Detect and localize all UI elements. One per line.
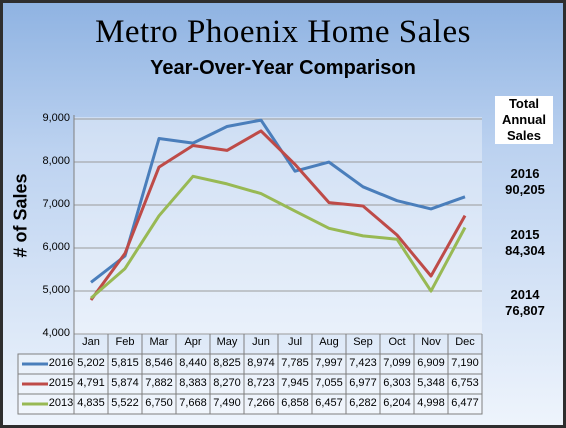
table-cell: 5,522 [111,397,139,409]
table-cell: 6,303 [383,377,411,389]
table-cell: 7,668 [179,397,207,409]
table-cell: 6,477 [451,397,479,409]
table-cell: 5,874 [111,377,139,389]
table-cell: 8,270 [213,377,241,389]
x-tick-label: Jul [287,336,303,348]
table-cell: 6,909 [417,357,445,369]
table-cell: 5,202 [77,357,105,369]
chart-subtitle: Year-Over-Year Comparison [150,57,416,79]
table-cell: 7,190 [451,357,479,369]
table-cell: 7,490 [213,397,241,409]
table-cell: 7,423 [349,357,377,369]
table-cell: 8,723 [247,377,275,389]
table-cell: 8,383 [179,377,207,389]
y-tick-label: 5,000 [42,284,70,296]
series-line-2013 [90,174,467,300]
table-cell: 6,977 [349,377,377,389]
table-cell: 8,440 [179,357,207,369]
table-cell: 8,546 [145,357,173,369]
table-cell: 7,785 [281,357,309,369]
table-cell: 8,974 [247,357,275,369]
x-tick-label: May [216,336,238,348]
table-cell: 5,348 [417,377,445,389]
legend-label-2013: 2013 [48,397,74,409]
x-tick-label: Dec [455,336,475,348]
side-year-2015: 2015 [510,227,540,242]
legend-label-2015: 2015 [48,377,74,389]
x-tick-label: Jun [252,336,270,348]
side-year-2014: 2014 [510,287,540,302]
x-tick-label: Sep [353,336,373,348]
x-tick-label: Mar [149,336,169,348]
x-tick-label: Oct [388,336,406,348]
table-cell: 4,791 [77,377,105,389]
table-cell: 7,266 [247,397,275,409]
table-border [17,353,483,415]
x-tick-label: Jan [82,336,100,348]
side-total-2016: 90,205 [505,182,545,197]
chart-title: Metro Phoenix Home Sales [95,14,471,50]
total-header-line: Total [508,96,540,111]
y-tick-label: 8,000 [42,155,70,167]
side-total-2014: 76,807 [505,303,545,318]
table-cell: 6,753 [451,377,479,389]
x-tick-label: Nov [421,336,441,348]
plot-area [74,117,482,334]
table-cell: 8,825 [213,357,241,369]
table-cell: 7,099 [383,357,411,369]
table-cell: 7,945 [281,377,309,389]
side-total-2015: 84,304 [505,243,545,258]
side-year-2016: 2016 [510,166,540,181]
table-cell: 7,997 [315,357,343,369]
table-cell: 4,998 [417,397,445,409]
table-cell: 6,858 [281,397,309,409]
y-tick-label: 4,000 [42,327,70,339]
series-line-2015 [89,129,467,301]
table-cell: 7,882 [145,377,173,389]
table-cell: 4,835 [77,397,105,409]
table-cell: 6,457 [315,397,343,409]
x-tick-label: Apr [184,336,202,348]
y-tick-label: 7,000 [42,198,70,210]
x-tick-label: Aug [319,336,339,348]
table-cell: 7,055 [315,377,343,389]
y-tick-label: 9,000 [42,112,70,124]
legend-label-2016: 2016 [48,357,74,369]
table-cell: 6,204 [383,397,411,409]
annual-header-line: Annual [501,112,547,127]
y-tick-label: 6,000 [42,241,70,253]
total-annual-sales-header: Total Annual Sales [495,96,553,144]
table-cell: 5,815 [111,357,139,369]
sales-header-line: Sales [507,128,541,143]
table-cell: 6,750 [145,397,173,409]
table-cell: 6,282 [349,397,377,409]
x-tick-label: Feb [115,336,135,348]
